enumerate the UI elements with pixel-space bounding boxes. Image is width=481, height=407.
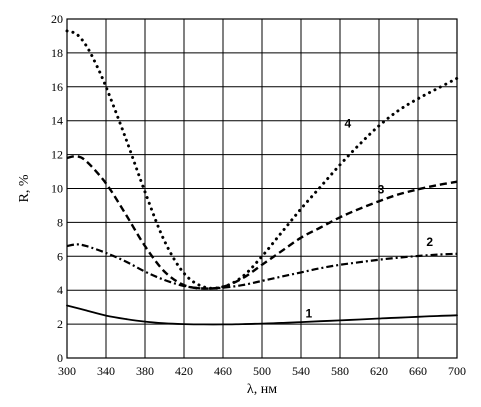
y-tick-label: 12 <box>51 148 63 162</box>
grid <box>66 18 458 359</box>
series-line-4 <box>65 29 459 290</box>
plot-frame <box>66 18 458 359</box>
y-tick-label: 14 <box>51 114 63 128</box>
y-tick-label: 4 <box>57 283 63 297</box>
x-axis-label: λ, нм <box>247 382 277 397</box>
y-tick-label: 18 <box>51 46 63 60</box>
x-tick-label: 540 <box>292 364 310 378</box>
series-line-2 <box>66 243 458 290</box>
series-line-3 <box>66 154 458 290</box>
x-tick-label: 500 <box>253 364 271 378</box>
x-tick-label: 380 <box>136 364 154 378</box>
x-tick-label: 460 <box>214 364 232 378</box>
curve-label-4: 4 <box>344 116 351 130</box>
curve-label-3: 3 <box>378 183 385 197</box>
y-axis-label: R, % <box>17 174 32 202</box>
x-tick-label: 620 <box>370 364 388 378</box>
curve-labels: 1 2 3 4 <box>305 116 433 320</box>
y-tick-label: 2 <box>57 317 63 331</box>
x-tick-label: 300 <box>58 364 76 378</box>
curve-label-1: 1 <box>305 306 312 320</box>
series-line-1 <box>66 304 458 326</box>
curve-label-2: 2 <box>426 235 433 249</box>
y-tick-labels: 0 2 4 6 8 10 12 14 16 18 20 <box>51 12 63 365</box>
y-tick-label: 16 <box>51 80 63 94</box>
y-tick-label: 8 <box>57 215 63 229</box>
y-tick-label: 10 <box>51 182 63 196</box>
y-tick-label: 6 <box>57 249 63 263</box>
x-tick-label: 420 <box>175 364 193 378</box>
y-tick-label: 0 <box>57 351 63 365</box>
series-group <box>65 29 459 326</box>
x-tick-label: 580 <box>331 364 349 378</box>
y-tick-label: 20 <box>51 12 63 26</box>
x-tick-label: 340 <box>97 364 115 378</box>
x-tick-label: 700 <box>448 364 466 378</box>
x-tick-labels: 300 340 380 420 460 500 540 580 620 660 700 <box>58 364 466 378</box>
x-tick-label: 660 <box>409 364 427 378</box>
